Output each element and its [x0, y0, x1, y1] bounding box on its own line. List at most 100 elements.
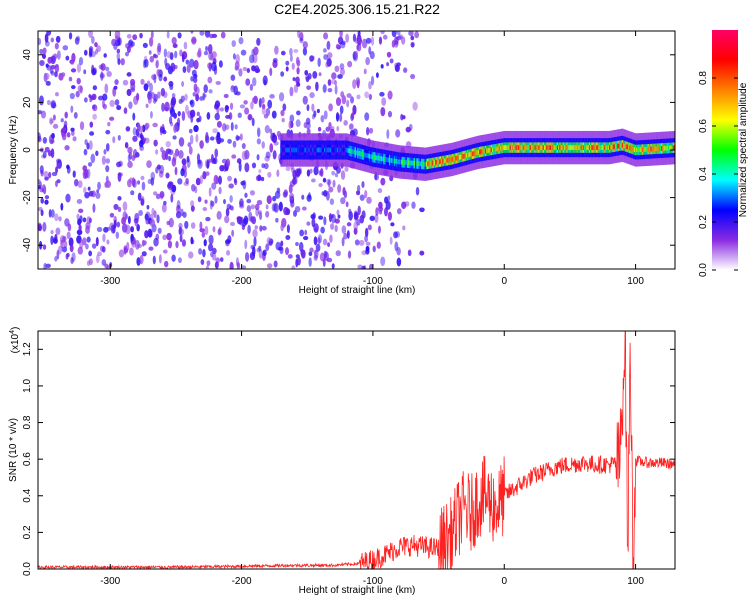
heatmap-cell: [224, 104, 229, 113]
x-tick-label: -300: [100, 576, 120, 587]
heatmap-cell: [276, 130, 281, 138]
heatmap-cell: [281, 147, 283, 153]
heatmap-cell: [165, 152, 169, 161]
heatmap-cell: [84, 139, 88, 146]
heatmap-cell: [396, 247, 401, 256]
heatmap-cell: [293, 147, 295, 153]
heatmap-cell: [346, 99, 350, 108]
heatmap-cell: [352, 104, 357, 115]
heatmap-cell: [456, 155, 458, 161]
heatmap-cell: [211, 33, 218, 38]
heatmap-cell: [590, 145, 592, 150]
heatmap-cell: [372, 154, 374, 160]
colorbar-tick-label: 0.4: [698, 167, 709, 181]
heatmap-cell: [105, 158, 111, 164]
heatmap-cell: [234, 124, 238, 130]
heatmap-cell: [176, 199, 181, 210]
heatmap-cell: [545, 145, 547, 150]
heatmap-cell: [306, 194, 312, 202]
heatmap-cell: [173, 124, 177, 134]
colorbar-tick-label: 0.6: [698, 119, 709, 133]
heatmap-cell: [251, 48, 255, 57]
heatmap-cell: [280, 50, 286, 56]
heatmap-cell: [318, 72, 322, 77]
heatmap-cell: [408, 160, 410, 166]
heatmap-cell: [554, 145, 557, 150]
heatmap-cell: [415, 187, 420, 196]
heatmap-cell: [451, 156, 454, 162]
heatmap-cell: [507, 145, 509, 150]
heatmap-cell: [500, 145, 502, 151]
heatmap-cell: [157, 42, 162, 53]
heatmap-cell: [417, 161, 419, 166]
y-tick-label: -20: [22, 190, 33, 205]
heatmap-cell: [208, 187, 212, 197]
heatmap-cell: [577, 145, 579, 150]
heatmap-cell: [530, 145, 533, 150]
heatmap-cell: [153, 210, 157, 219]
heatmap-cell: [116, 221, 121, 228]
heatmap-cell: [102, 99, 105, 108]
heatmap-cell: [148, 50, 152, 55]
heatmap-cell: [113, 219, 117, 229]
heatmap-cell: [292, 177, 297, 185]
heatmap-cell: [607, 145, 610, 150]
heatmap-cell: [265, 204, 269, 210]
heatmap-cell: [593, 145, 596, 150]
heatmap-cell: [189, 134, 194, 145]
heatmap-cell: [40, 197, 44, 204]
heatmap-cell: [126, 88, 132, 97]
heatmap-cell: [302, 147, 305, 153]
heatmap-cell: [387, 211, 392, 221]
heatmap-cell: [178, 137, 185, 147]
heatmap-cell: [401, 201, 407, 209]
heatmap-cell: [174, 50, 178, 59]
heatmap-cell: [104, 83, 109, 94]
heatmap-cell: [624, 143, 626, 149]
heatmap-cell: [210, 200, 215, 207]
heatmap-cell: [454, 156, 456, 162]
heatmap-cell: [620, 143, 623, 148]
snr-panel: -300 -200 -100 0 100 0.0 0.2 0.4 0.6 0.8 1.0 1.2 H…: [8, 327, 676, 596]
heatmap-cell: [251, 77, 257, 87]
heatmap-cell: [465, 153, 468, 158]
heatmap-cell: [643, 147, 645, 152]
heatmap-cell: [381, 97, 387, 106]
heatmap-cell: [231, 154, 237, 159]
heatmap-cell: [272, 57, 278, 63]
heatmap-cell: [89, 121, 94, 128]
heatmap-cell: [313, 147, 315, 153]
snr-y-axis: 0.0 0.2 0.4 0.6 0.8 1.0 1.2: [22, 342, 675, 576]
snr-series-line: [38, 331, 675, 569]
heatmap-cell: [410, 35, 415, 41]
heatmap-cell: [404, 201, 410, 207]
heatmap-cell: [76, 63, 81, 73]
heatmap-cell: [373, 155, 376, 160]
heatmap-cell: [372, 245, 376, 253]
heatmap-cell: [116, 48, 121, 54]
heatmap-cell: [211, 61, 217, 72]
heatmap-cell: [273, 203, 279, 213]
heatmap-cell: [137, 132, 141, 138]
heatmap-cell: [350, 96, 355, 104]
heatmap-cell: [50, 230, 54, 235]
heatmap-cell: [187, 142, 192, 148]
heatmap-cell: [251, 162, 257, 169]
heatmap-cell: [405, 160, 408, 165]
heatmap-cell: [310, 213, 316, 220]
heatmap-cell: [190, 200, 195, 208]
heatmap-cell: [350, 148, 352, 154]
heatmap-cell: [180, 168, 185, 177]
heatmap-cell: [160, 146, 164, 153]
heatmap-cell: [391, 158, 393, 163]
heatmap-cell: [190, 205, 195, 212]
heatmap-cell: [239, 133, 243, 141]
heatmap-cell: [204, 225, 209, 236]
heatmap-cell: [76, 213, 80, 220]
heatmap-cell: [302, 41, 308, 49]
heatmap-cell: [376, 241, 381, 249]
heatmap-cell: [368, 93, 373, 100]
heatmap-cell: [339, 63, 345, 70]
heatmap-cell: [309, 247, 314, 253]
